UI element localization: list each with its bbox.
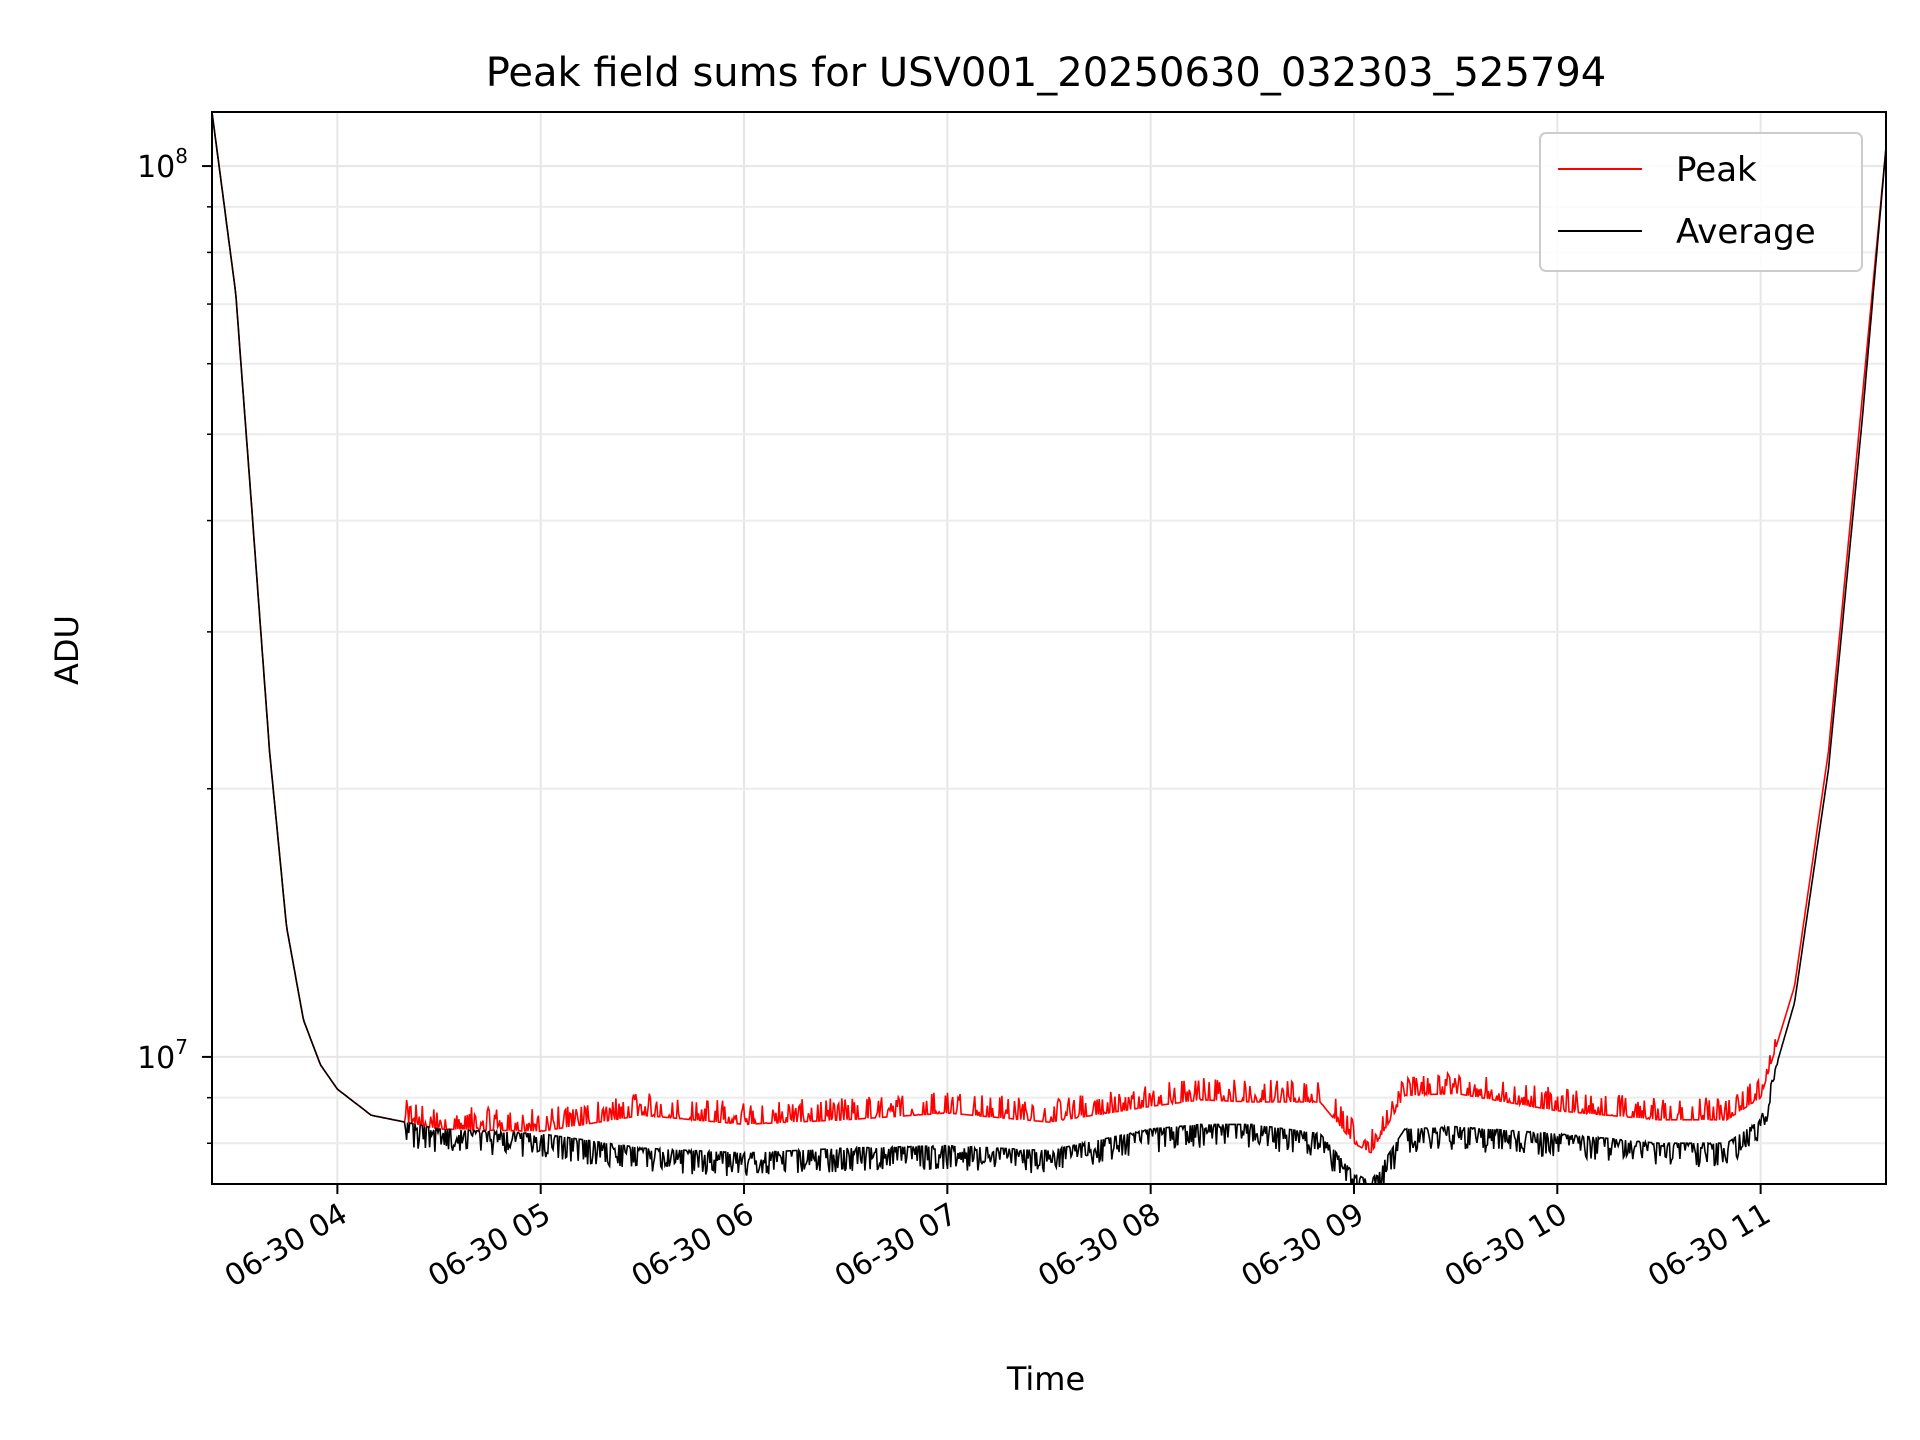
legend-box xyxy=(1539,132,1863,272)
series-line-peak xyxy=(212,112,1886,1154)
legend: Peak Average xyxy=(1539,132,1863,272)
series-layer xyxy=(212,112,1886,1184)
y-axis-label: ADU xyxy=(48,615,86,685)
chart-title: Peak field sums for USV001_20250630_0323… xyxy=(486,50,1607,96)
series-line-average xyxy=(212,112,1886,1184)
legend-label-average: Average xyxy=(1676,212,1816,252)
y-tick-label: 108 xyxy=(137,144,188,185)
y-tick-label: 107 xyxy=(137,1035,188,1076)
x-axis-label: Time xyxy=(1006,1360,1085,1398)
y-axis: 107 108 xyxy=(137,144,212,1144)
legend-label-peak: Peak xyxy=(1676,150,1757,190)
plot-frame xyxy=(211,111,1887,1185)
